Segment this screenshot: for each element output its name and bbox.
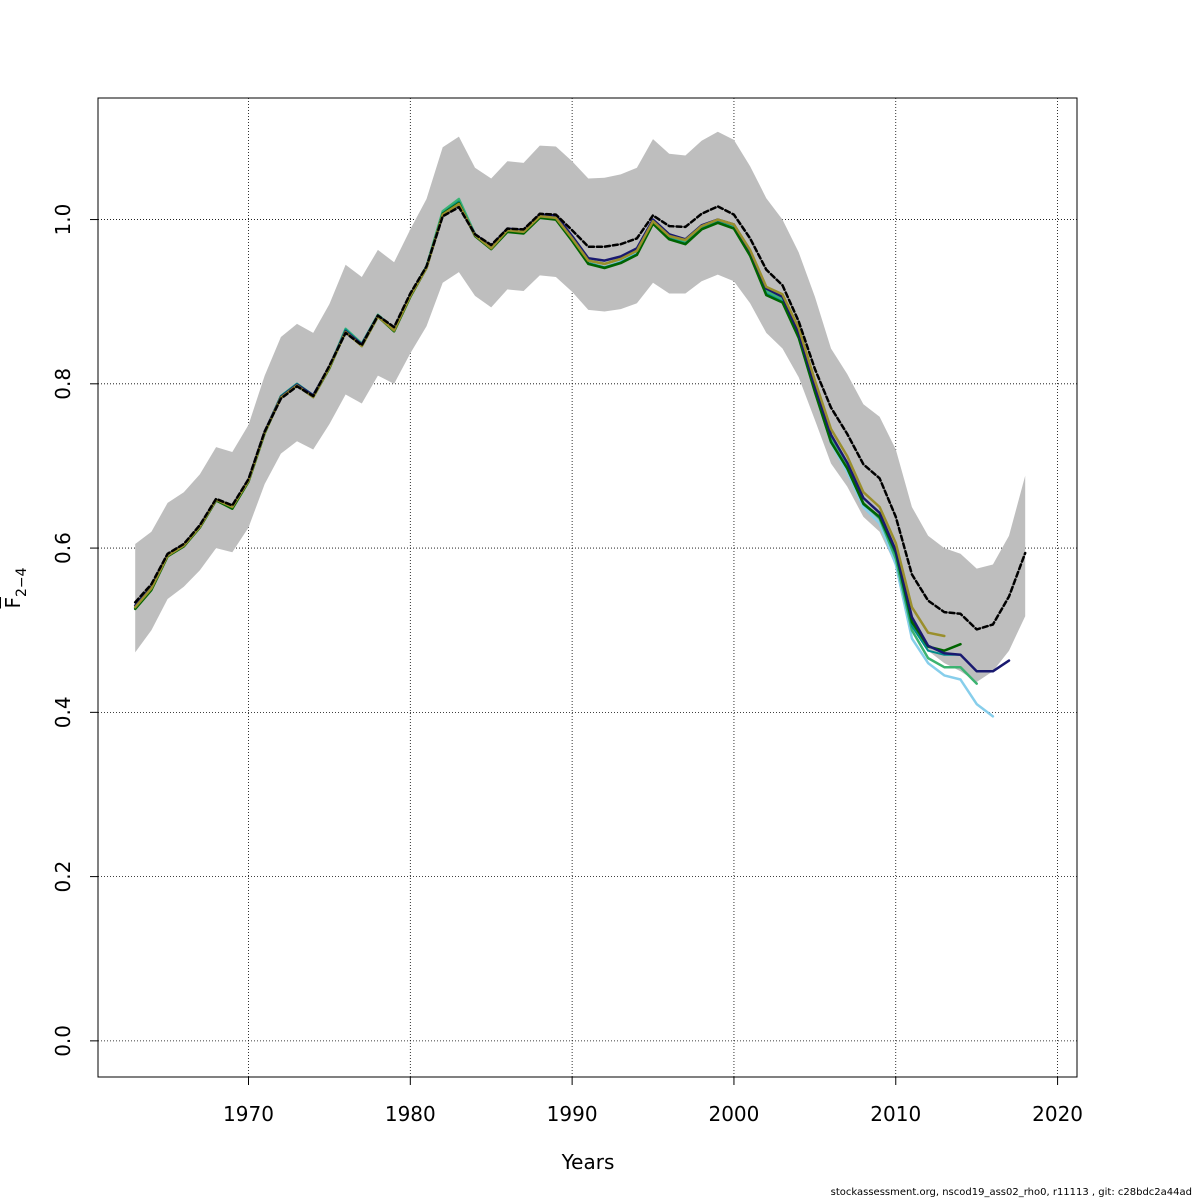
- x-axis-title: Years: [561, 1150, 615, 1174]
- series-line-6: [133, 205, 1027, 631]
- x-axis: 1970 1980 1990 2000 2010 2020: [223, 1077, 1083, 1126]
- x-tick-label-4: 2010: [870, 1102, 921, 1126]
- x-tick-label-2: 1990: [547, 1102, 598, 1126]
- y-tick-label-4: 0.8: [51, 368, 75, 400]
- y-tick-label-2: 0.4: [51, 696, 75, 728]
- y-axis: 0.0 0.2 0.4 0.6 0.8 1.0: [51, 204, 98, 1057]
- y-tick-label-1: 0.2: [51, 861, 75, 893]
- x-tick-label-1: 1980: [385, 1102, 436, 1126]
- y-axis-title: F2−4: [1, 567, 30, 608]
- x-tick-label-0: 1970: [223, 1102, 274, 1126]
- x-tick-label-3: 2000: [708, 1102, 759, 1126]
- y-tick-label-0: 0.0: [51, 1025, 75, 1057]
- confidence-band-layer: [135, 131, 1026, 682]
- series-layer: [133, 197, 1027, 718]
- footer-caption: stockassessment.org, nscod19_ass02_rho0,…: [830, 1187, 1192, 1198]
- y-tick-label-3: 0.6: [51, 532, 75, 564]
- x-tick-label-5: 2020: [1032, 1102, 1083, 1126]
- y-axis-title-subscript: 2−4: [14, 567, 30, 597]
- y-axis-title-main: F: [1, 597, 25, 609]
- plot-frame: [97, 97, 1078, 1078]
- y-tick-label-5: 1.0: [51, 204, 75, 236]
- confidence-band: [135, 131, 1026, 682]
